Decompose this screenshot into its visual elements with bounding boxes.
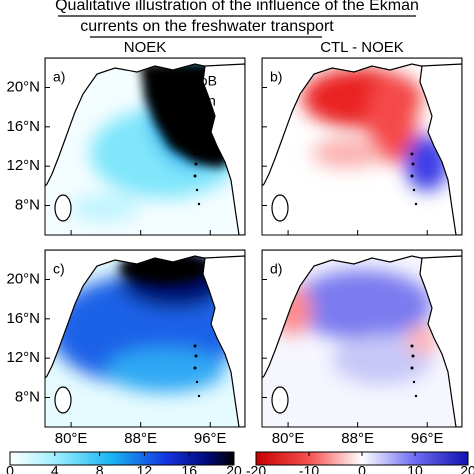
colorbar-tick-label: 4 xyxy=(51,463,59,474)
colorbar-tick-label: 16 xyxy=(181,463,197,474)
map-panel: c) xyxy=(44,249,246,428)
map-panel: b) xyxy=(261,57,463,236)
panel-label: a) xyxy=(53,69,65,85)
title-line: currents on the freshwater transport xyxy=(80,18,334,35)
panel-label: b) xyxy=(270,69,282,85)
x-tick-label: 80°E xyxy=(272,430,305,447)
colorbar-tick-label: -10 xyxy=(299,463,319,474)
map-panel: d) xyxy=(261,249,463,428)
column-title: NOEK xyxy=(124,39,167,56)
y-tick-label: 20°N xyxy=(6,78,40,95)
colorbar-tick-label: 10 xyxy=(407,463,423,474)
y-tick-label: 8°N xyxy=(15,388,40,405)
colorbar-tick-label: 8 xyxy=(96,463,104,474)
y-tick-label: 20°N xyxy=(6,270,40,287)
x-tick-label: 96°E xyxy=(194,430,227,447)
colorbar-tick-label: 0 xyxy=(6,463,14,474)
column-title: CTL - NOEK xyxy=(320,39,404,56)
colorbar-tick-label: 20 xyxy=(226,463,242,474)
map-panel: a) NEBoB Rain xyxy=(44,57,246,236)
y-tick-label: 12°N xyxy=(6,157,40,174)
colorbar xyxy=(9,451,235,466)
panel-label: c) xyxy=(53,261,65,277)
colorbar-tick-label: 20 xyxy=(460,463,474,474)
annotation: Rain xyxy=(187,93,216,109)
x-tick-label: 88°E xyxy=(124,430,157,447)
y-tick-label: 16°N xyxy=(6,310,40,327)
x-tick-label: 80°E xyxy=(55,430,88,447)
annotation: NEBoB xyxy=(171,73,217,89)
title-line: Qualitative illustration of the influenc… xyxy=(55,0,419,14)
x-tick-label: 96°E xyxy=(411,430,444,447)
x-tick-label: 88°E xyxy=(341,430,374,447)
y-tick-label: 8°N xyxy=(15,196,40,213)
y-tick-label: 16°N xyxy=(6,118,40,135)
colorbar-tick-label: 0 xyxy=(358,463,366,474)
panel-label: d) xyxy=(270,261,282,277)
y-tick-label: 12°N xyxy=(6,349,40,366)
colorbar-tick-label: 12 xyxy=(137,463,153,474)
colorbar-tick-label: -20 xyxy=(246,463,266,474)
